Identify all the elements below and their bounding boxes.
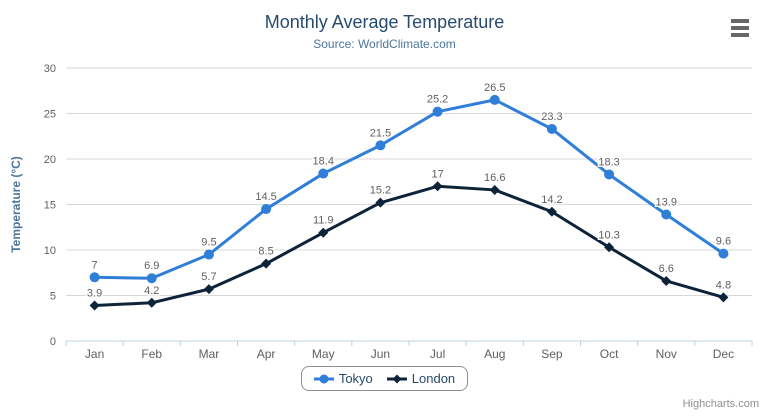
data-label: 6.6 bbox=[659, 263, 674, 275]
data-label: 4.2 bbox=[144, 285, 159, 297]
data-label: 6.9 bbox=[144, 260, 159, 272]
legend-box: Tokyo London bbox=[300, 366, 469, 391]
legend: Tokyo London bbox=[0, 366, 769, 391]
x-tick-label: Jan bbox=[85, 347, 104, 361]
export-menu-icon[interactable] bbox=[731, 19, 749, 37]
menu-bar bbox=[731, 33, 749, 37]
series-line-tokyo[interactable] bbox=[93, 98, 725, 280]
y-tick-label: 15 bbox=[44, 200, 56, 212]
legend-label: Tokyo bbox=[338, 371, 373, 386]
marker-london[interactable] bbox=[432, 181, 443, 192]
marker-tokyo[interactable] bbox=[318, 168, 329, 179]
menu-bar bbox=[731, 19, 749, 23]
marker-tokyo[interactable] bbox=[89, 272, 100, 283]
data-label: 21.5 bbox=[370, 127, 391, 139]
marker-tokyo[interactable] bbox=[375, 140, 386, 151]
marker-tokyo[interactable] bbox=[661, 209, 672, 220]
x-tick-label: Mar bbox=[199, 347, 220, 361]
x-tick-label: May bbox=[312, 347, 335, 361]
x-tick-label: Nov bbox=[656, 347, 677, 361]
y-axis-title: Temperature (°C) bbox=[9, 156, 23, 253]
marker-tokyo[interactable] bbox=[261, 204, 272, 215]
credits-link[interactable]: Highcharts.com bbox=[682, 398, 759, 410]
x-tick-label: Apr bbox=[257, 347, 276, 361]
data-label: 14.2 bbox=[541, 194, 562, 206]
marker-london[interactable] bbox=[546, 206, 557, 217]
marker-london[interactable] bbox=[318, 227, 329, 238]
marker-london[interactable] bbox=[89, 300, 100, 311]
x-tick-label: Dec bbox=[713, 347, 734, 361]
x-tick-label: Sep bbox=[541, 347, 563, 361]
marker-london[interactable] bbox=[718, 292, 729, 303]
y-tick-label: 10 bbox=[44, 245, 56, 257]
data-label: 26.5 bbox=[484, 82, 505, 94]
data-label: 7 bbox=[92, 259, 98, 271]
data-label: 17 bbox=[431, 168, 443, 180]
data-label: 18.3 bbox=[598, 156, 619, 168]
data-label: 11.9 bbox=[313, 215, 334, 227]
data-label: 18.4 bbox=[313, 156, 334, 168]
data-label: 4.8 bbox=[716, 279, 731, 291]
data-label: 10.3 bbox=[598, 229, 619, 241]
legend-label: London bbox=[411, 371, 456, 386]
diamond-marker-icon bbox=[386, 374, 407, 383]
marker-london[interactable] bbox=[604, 242, 615, 253]
data-label: 25.2 bbox=[427, 94, 448, 106]
marker-tokyo[interactable] bbox=[718, 248, 729, 259]
data-label: 13.9 bbox=[656, 197, 677, 209]
y-tick-label: 20 bbox=[44, 154, 56, 166]
x-tick-label: Jul bbox=[430, 347, 445, 361]
marker-london[interactable] bbox=[203, 284, 214, 295]
y-tick-label: 25 bbox=[44, 109, 56, 121]
data-label: 9.5 bbox=[201, 237, 216, 249]
y-tick-label: 5 bbox=[50, 291, 56, 303]
circle-marker-icon bbox=[313, 374, 334, 383]
chart-title: Monthly Average Temperature bbox=[264, 12, 505, 32]
legend-item-tokyo[interactable]: Tokyo bbox=[313, 371, 373, 386]
data-label: 8.5 bbox=[258, 246, 273, 258]
marker-london[interactable] bbox=[261, 258, 272, 269]
marker-tokyo[interactable] bbox=[489, 94, 500, 105]
menu-bar bbox=[731, 26, 749, 30]
x-tick-label: Aug bbox=[484, 347, 505, 361]
data-label: 15.2 bbox=[370, 185, 391, 197]
data-label: 23.3 bbox=[541, 111, 562, 123]
x-tick-label: Jun bbox=[371, 347, 390, 361]
x-tick-label: Feb bbox=[141, 347, 162, 361]
marker-tokyo[interactable] bbox=[146, 273, 157, 284]
data-label: 16.6 bbox=[484, 172, 505, 184]
marker-tokyo[interactable] bbox=[432, 106, 443, 117]
data-label: 3.9 bbox=[87, 288, 102, 300]
series-line-london[interactable] bbox=[93, 184, 725, 308]
marker-tokyo[interactable] bbox=[203, 249, 214, 260]
chart-subtitle: Source: WorldClimate.com bbox=[313, 37, 456, 51]
marker-tokyo[interactable] bbox=[546, 123, 557, 134]
data-label: 5.7 bbox=[201, 271, 216, 283]
data-label: 14.5 bbox=[255, 191, 276, 203]
marker-london[interactable] bbox=[375, 197, 386, 208]
marker-london[interactable] bbox=[489, 184, 500, 195]
marker-tokyo[interactable] bbox=[604, 169, 615, 180]
y-tick-label: 30 bbox=[44, 63, 56, 75]
marker-london[interactable] bbox=[146, 297, 157, 308]
marker-london[interactable] bbox=[661, 275, 672, 286]
legend-item-london[interactable]: London bbox=[386, 371, 456, 386]
data-label: 9.6 bbox=[716, 236, 731, 248]
y-tick-label: 0 bbox=[50, 336, 56, 348]
x-tick-label: Oct bbox=[600, 347, 619, 361]
